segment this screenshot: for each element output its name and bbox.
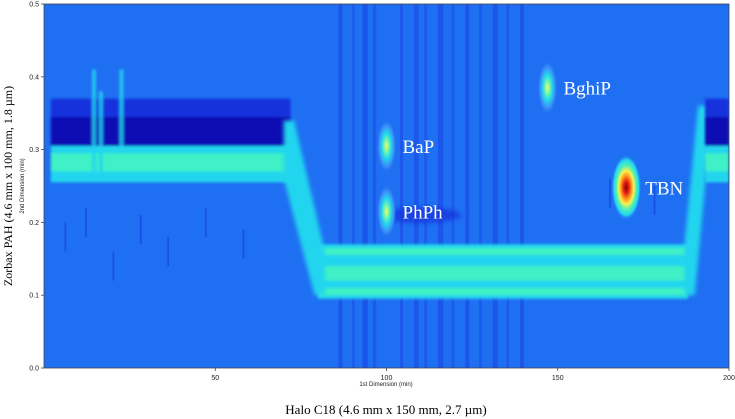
noise-streak	[492, 4, 498, 368]
band-layer	[50, 153, 291, 172]
noise-streak	[465, 4, 470, 368]
transition-ramp	[684, 105, 709, 296]
peak-bghip: BghiP	[537, 60, 611, 115]
noise-streak	[413, 4, 419, 368]
band-spike	[119, 69, 124, 150]
baseline-band	[705, 98, 729, 183]
y-tick-label: 0.3	[29, 147, 39, 154]
noise-streak	[338, 4, 343, 368]
axis-ticks: 50 100 150 200 0.0 0.1 0.2 0.3 0.4 0.5	[29, 2, 735, 383]
y-tick-label: 0.0	[29, 366, 39, 373]
noise-speckle	[609, 178, 611, 208]
y-tick-label: 0.4	[29, 74, 39, 81]
noise-speckle	[139, 215, 142, 245]
peak-tbn: TBN	[611, 154, 684, 221]
x-tick-label: 100	[381, 375, 393, 382]
peak-label: TBN	[645, 178, 683, 199]
noise-speckle	[112, 251, 115, 281]
noise-speckle	[167, 236, 170, 267]
baseline-band	[50, 69, 291, 183]
band-layer	[318, 266, 688, 281]
noise-streak	[400, 4, 403, 368]
inner-x-axis-label: 1st Dimension (min)	[359, 382, 412, 388]
noise-streak	[437, 4, 444, 368]
peak-bap: BaP	[376, 118, 435, 173]
noise-streak	[352, 4, 355, 368]
noise-speckle	[653, 186, 656, 216]
noise-streak	[506, 4, 510, 368]
noise-streak	[478, 4, 483, 368]
band-spike	[91, 69, 97, 179]
peak-spot	[611, 154, 642, 221]
noise-streak	[520, 4, 524, 368]
x-tick-label: 150	[552, 375, 564, 382]
outer-y-axis-label: Zorbax PAH (4.6 mm x 100 mm, 1.8 µm)	[1, 86, 15, 286]
inner-y-axis-label: 2nd Dimension (min)	[20, 158, 26, 213]
y-tick-label: 0.1	[29, 293, 39, 300]
peak-phph: PhPh	[376, 184, 444, 239]
x-tick-label: 200	[723, 375, 735, 382]
transition-ramp	[283, 120, 325, 296]
x-tick-label: 50	[211, 375, 219, 382]
peak-label: BghiP	[563, 79, 611, 100]
y-tick-label: 0.2	[29, 220, 39, 227]
peaks-layer: BaP PhPh BghiP TBN	[376, 60, 684, 239]
band-layer	[705, 153, 729, 172]
noise-speckle	[242, 229, 245, 259]
noise-speckle	[85, 207, 87, 237]
outer-x-axis-label: Halo C18 (4.6 mm x 150 mm, 2.7 µm)	[285, 402, 486, 417]
peak-spot	[537, 60, 558, 115]
noise-speckle	[64, 222, 67, 252]
peak-spot	[376, 118, 397, 173]
noise-streak	[424, 4, 428, 368]
haze-region	[380, 207, 461, 224]
noise-streak	[451, 4, 455, 368]
peak-label: PhPh	[403, 202, 444, 223]
noise-speckle	[204, 207, 207, 237]
band-spike	[98, 91, 103, 172]
baseline-band	[318, 244, 688, 299]
noise-streak	[372, 4, 377, 368]
band-transition	[283, 105, 709, 296]
heatmap-layer	[50, 4, 729, 368]
noise-streak	[362, 4, 368, 368]
peak-label: BaP	[403, 137, 435, 158]
y-tick-label: 0.5	[29, 2, 39, 9]
peak-spot	[376, 184, 397, 239]
